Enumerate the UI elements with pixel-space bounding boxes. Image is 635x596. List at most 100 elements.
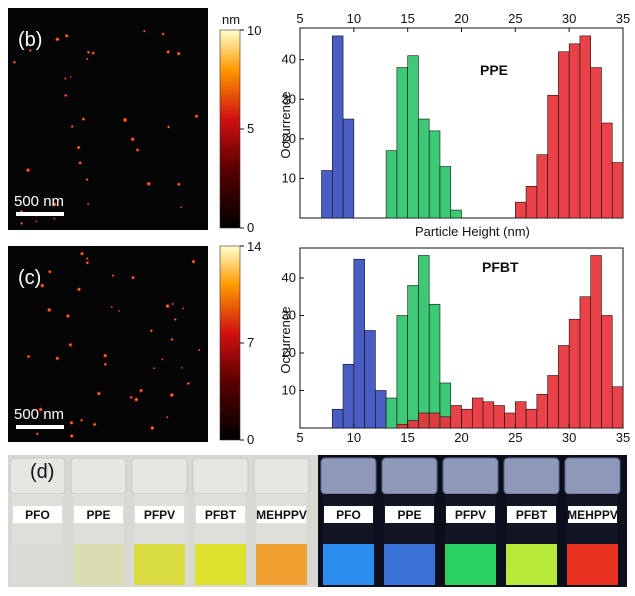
afm-image-c: (c) 500 nm [8, 246, 208, 442]
bar-red-31 [579, 35, 591, 219]
vial-cap [381, 457, 438, 495]
x-tick-label: 35 [616, 11, 630, 26]
bar-red-33 [601, 122, 613, 219]
y-tick-label: 20 [282, 131, 296, 146]
afm-particle [54, 36, 61, 42]
afm-particle [65, 313, 71, 319]
afm-particles-c [26, 251, 201, 439]
bar-red-29 [558, 345, 570, 429]
afm-particle [70, 124, 74, 129]
vial-label-bg [324, 506, 373, 523]
vial-label: MEHPPV [567, 508, 618, 522]
bar-red-24 [504, 412, 516, 429]
panel-label-c: (c) [18, 267, 41, 289]
bar-red-27 [536, 393, 548, 429]
vial-ppe: PPE [70, 457, 127, 585]
histogram-ppe-ylabel: Occurrence [278, 91, 293, 158]
afm-particle [85, 57, 89, 61]
afm-particle [69, 75, 72, 79]
bar-red-30 [568, 318, 581, 429]
ambient-vials: PFO PPE PFPV PFBT MEHPPV [9, 457, 310, 585]
vial-solution [567, 544, 618, 585]
afm-particle [67, 342, 73, 348]
histogram-ppe: 5 10 15 20 25 30 35 10 20 30 40 PPE Particle Heig… [278, 11, 630, 239]
vial-pfpv: PFPV [131, 457, 188, 585]
bar-red-32 [590, 255, 602, 429]
afm-particle [170, 337, 174, 342]
vial-label: PFBT [516, 508, 548, 522]
vial-photo-uv: PFO PPE PFPV PFBT MEHPPV [318, 455, 627, 587]
x-tick-label: 5 [296, 11, 303, 26]
colorbar-min-b: 0 [247, 220, 254, 235]
bar-blue-7 [321, 170, 333, 219]
vial-label: PPE [86, 508, 110, 522]
afm-particle [166, 125, 171, 129]
y-tick-label: 20 [282, 345, 296, 360]
bar-green-15 [407, 285, 419, 429]
afm-particle [122, 117, 128, 123]
bar-green-15 [407, 55, 419, 219]
bar-blue-11 [364, 330, 376, 429]
afm-particle [12, 60, 17, 65]
afm-particle [152, 366, 156, 370]
panel-label-d: (d) [30, 461, 54, 483]
y-tick-label: 30 [282, 308, 296, 323]
vial-label-bg [507, 506, 556, 523]
histogram-pfbt-bars [331, 255, 624, 429]
afm-particle [35, 220, 38, 223]
afm-particle [164, 303, 171, 309]
bar-red-26 [525, 408, 538, 429]
vial-solution [195, 544, 246, 585]
vial-label: PPE [397, 508, 421, 522]
bar-red-29 [558, 51, 570, 219]
bar-red-18 [439, 416, 452, 429]
vial-cap [131, 457, 188, 495]
vial-pfbt: PFBT [503, 457, 560, 585]
vial-label: PFO [25, 508, 50, 522]
vial-label: PFO [336, 508, 361, 522]
uv-vials: PFO PPE PFPV PFBT MEHPPV [320, 457, 621, 585]
afm-particle [117, 309, 121, 313]
colorbar-mid-b: 5 [247, 121, 254, 136]
vial-pfo: PFO [9, 457, 66, 585]
bar-green-18 [439, 166, 452, 219]
x-axis-label: Particle Height (nm) [415, 224, 530, 239]
vial-cap [192, 457, 249, 495]
afm-particle [165, 49, 171, 55]
bar-red-34 [611, 162, 624, 219]
vial-label-bg [74, 506, 123, 523]
afm-particle [81, 116, 86, 122]
histogram-pfbt-ylabel: Occurrence [278, 306, 293, 373]
x-tick-label: 20 [454, 11, 468, 26]
histogram-pfbt-yticks: 10 20 30 40 [282, 270, 304, 398]
afm-particle [47, 269, 53, 275]
bar-red-14 [396, 423, 408, 429]
histogram-pfbt-xticks: 5 10 15 20 25 30 35 [296, 424, 630, 445]
afm-particle [92, 422, 97, 427]
afm-particle [110, 305, 114, 309]
histogram-ppe-yticks: 10 20 30 40 [282, 52, 304, 185]
bar-red-28 [547, 94, 559, 219]
colorbar-c: 14 7 0 [219, 239, 261, 447]
vial-solution [12, 544, 63, 585]
afm-particle [161, 32, 166, 36]
afm-particle [129, 395, 134, 400]
afm-particle [37, 406, 44, 413]
x-tick-label: 10 [347, 430, 361, 445]
afm-particle [85, 256, 89, 261]
bar-green-17 [428, 303, 441, 429]
bar-green-13 [385, 150, 398, 219]
afm-particle [52, 201, 58, 208]
afm-particle [79, 251, 85, 257]
vial-cap [564, 457, 621, 495]
afm-particle [176, 181, 182, 187]
bar-blue-12 [375, 390, 387, 429]
afm-particle [63, 77, 67, 81]
afm-particle [85, 177, 89, 182]
vial-solution [384, 544, 435, 585]
bar-red-32 [590, 67, 602, 219]
afm-particle [79, 418, 84, 423]
afm-particle [28, 48, 32, 53]
bar-blue-9 [342, 118, 355, 219]
y-tick-label: 40 [282, 52, 296, 67]
